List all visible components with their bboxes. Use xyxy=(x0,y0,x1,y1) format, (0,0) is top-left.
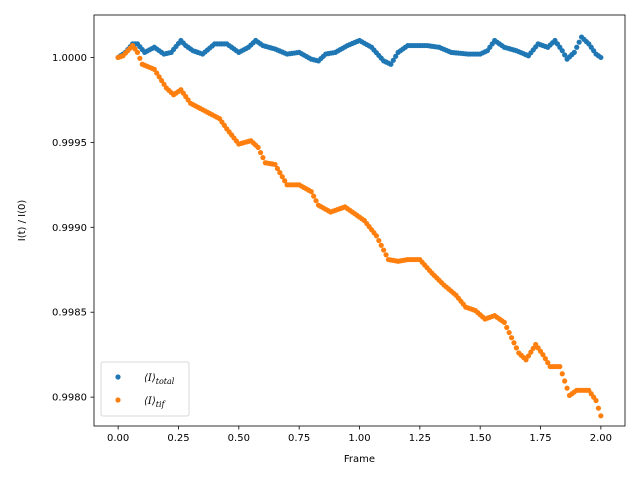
data-point xyxy=(161,81,167,87)
legend-marker-total xyxy=(115,374,121,380)
data-point xyxy=(390,57,396,63)
data-point xyxy=(137,55,143,61)
data-point xyxy=(595,405,602,411)
data-point xyxy=(523,357,529,363)
legend-label-tif: ⟨I⟩tif xyxy=(144,396,167,409)
y-axis-label: I(t) / I(0) xyxy=(17,200,28,242)
data-point xyxy=(260,155,266,161)
data-point xyxy=(388,61,394,67)
data-point xyxy=(508,335,515,341)
legend: ⟨I⟩total ⟨I⟩tif xyxy=(100,361,190,417)
data-point xyxy=(308,189,314,195)
y-tick-label: 0.9985 xyxy=(52,308,87,319)
y-axis: 0.9980 0.9985 0.9990 0.9995 1.0000 xyxy=(52,53,94,404)
data-point xyxy=(154,70,160,76)
data-point xyxy=(277,170,283,176)
data-point xyxy=(383,252,389,258)
data-point xyxy=(373,233,379,239)
data-point xyxy=(564,385,570,391)
data-point xyxy=(313,198,319,204)
x-tick-label: 1.25 xyxy=(409,433,431,444)
data-point xyxy=(274,165,281,172)
data-point xyxy=(501,319,507,325)
legend-label-tif-base: ⟨I⟩ xyxy=(144,396,156,407)
x-tick-label: 2.00 xyxy=(590,433,612,444)
data-point xyxy=(571,49,577,55)
data-point xyxy=(381,247,387,253)
data-point xyxy=(593,397,599,404)
y-tick-label: 0.9980 xyxy=(52,393,87,404)
data-point xyxy=(598,54,604,61)
data-point xyxy=(504,324,510,331)
x-tick-label: 1.50 xyxy=(469,433,491,444)
data-point xyxy=(598,413,604,419)
data-point xyxy=(540,352,546,358)
data-point xyxy=(156,74,162,80)
data-point xyxy=(574,44,580,50)
x-tick-label: 1.75 xyxy=(529,433,551,444)
x-axis-label: Frame xyxy=(344,454,375,465)
data-point xyxy=(562,378,568,384)
legend-box xyxy=(100,361,190,417)
legend-label-total-sub: total xyxy=(156,377,175,386)
x-tick-label: 0.50 xyxy=(228,433,250,444)
data-point xyxy=(528,349,534,355)
x-axis: 0.00 0.25 0.50 0.75 1.00 1.25 1.50 1.75 2.00 xyxy=(107,426,612,444)
legend-label-total: ⟨I⟩total xyxy=(144,373,175,386)
data-point xyxy=(513,345,519,351)
data-point xyxy=(559,48,565,54)
data-point xyxy=(506,329,512,336)
x-tick-label: 1.00 xyxy=(348,433,370,444)
x-tick-label: 0.75 xyxy=(288,433,310,444)
y-tick-label: 1.0000 xyxy=(52,53,87,64)
data-point xyxy=(525,353,532,359)
series-layer xyxy=(115,34,604,419)
x-tick-label: 0.25 xyxy=(167,433,189,444)
data-point xyxy=(545,360,551,366)
data-point xyxy=(378,242,384,248)
y-tick-label: 0.9995 xyxy=(52,138,87,149)
data-point xyxy=(282,178,288,184)
legend-label-total-base: ⟨I⟩ xyxy=(144,373,156,384)
data-point xyxy=(255,144,261,151)
data-point xyxy=(559,371,565,377)
data-point xyxy=(151,66,157,72)
legend-marker-tif xyxy=(115,397,121,403)
data-point xyxy=(530,345,536,351)
x-tick-label: 0.00 xyxy=(107,433,129,444)
data-point xyxy=(257,149,264,156)
legend-label-tif-sub: tif xyxy=(156,400,167,409)
plot-area xyxy=(94,15,625,426)
data-point xyxy=(542,356,548,362)
y-tick-label: 0.9990 xyxy=(52,223,87,234)
data-point xyxy=(562,52,568,58)
series-tif xyxy=(115,42,604,419)
data-point xyxy=(279,174,285,180)
data-point xyxy=(393,53,399,59)
data-point xyxy=(272,161,278,168)
data-point xyxy=(576,39,582,45)
data-point xyxy=(158,77,165,84)
data-point xyxy=(557,363,563,370)
data-point xyxy=(376,237,382,244)
data-point xyxy=(511,340,517,346)
data-point xyxy=(134,49,141,55)
data-point xyxy=(311,193,317,199)
